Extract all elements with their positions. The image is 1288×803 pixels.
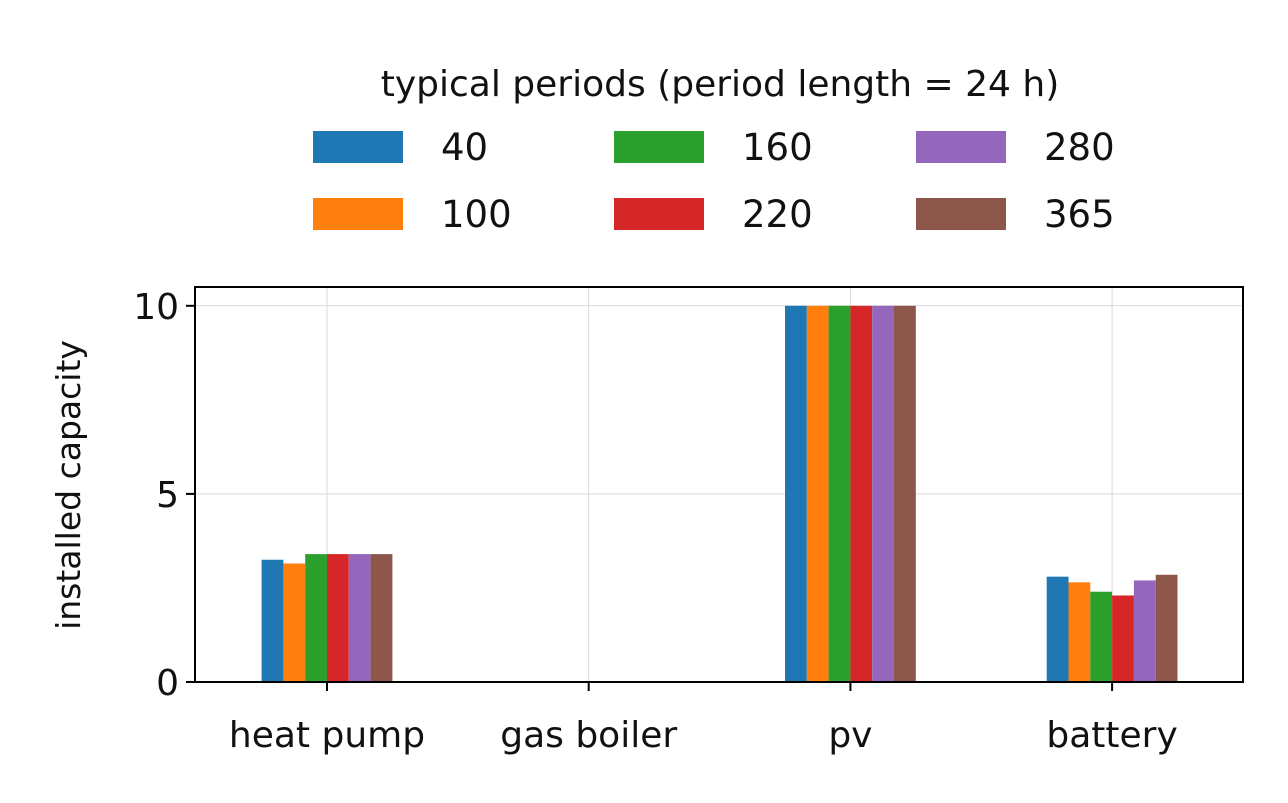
bars [261, 305, 1178, 682]
bar [1133, 580, 1156, 682]
bar [348, 554, 371, 682]
bar [1068, 582, 1091, 682]
bar [872, 305, 894, 682]
legend-title: typical periods (period length = 24 h) [381, 64, 1060, 105]
legend-label: 220 [742, 193, 813, 236]
legend-item: 40 [313, 126, 488, 169]
y-tick-label: 0 [156, 663, 179, 704]
y-tick-label: 10 [133, 287, 179, 328]
bar [370, 554, 393, 682]
legend-label: 100 [441, 193, 512, 236]
y-tick-label: 5 [156, 475, 179, 516]
legend-swatch [916, 131, 1006, 163]
x-tick-label: battery [1046, 715, 1177, 756]
legend-item: 280 [916, 126, 1115, 169]
bar [305, 554, 327, 682]
bar [785, 305, 807, 682]
axes-frame [194, 286, 1244, 683]
legend-label: 40 [441, 126, 488, 169]
bar [1155, 574, 1178, 682]
legend-label: 280 [1044, 126, 1115, 169]
x-tick-label: pv [828, 715, 872, 756]
bar [806, 305, 829, 682]
bar [283, 563, 306, 682]
bar [1112, 595, 1134, 682]
legend-swatch [313, 131, 403, 163]
legend-item: 100 [313, 193, 512, 236]
y-axis-ticks: 0 5 10 [133, 287, 195, 704]
plot-area: 0 5 10 heat pump gas boiler pv battery [133, 286, 1244, 756]
x-tick-label: gas boiler [500, 715, 677, 756]
legend-item: 160 [614, 126, 813, 169]
legend-swatch [614, 198, 704, 230]
legend-item: 220 [614, 193, 813, 236]
bar [261, 559, 284, 682]
bar [327, 554, 349, 682]
legend-swatch [916, 198, 1006, 230]
bar [828, 305, 851, 682]
legend: typical periods (period length = 24 h) 4… [313, 64, 1115, 236]
legend-swatch [614, 131, 704, 163]
bar [1090, 591, 1113, 682]
x-axis-ticks: heat pump gas boiler pv battery [229, 682, 1178, 756]
y-axis-label: installed capacity [49, 340, 88, 630]
legend-swatch [313, 198, 403, 230]
legend-label: 365 [1044, 193, 1115, 236]
bar [1046, 576, 1069, 682]
bar [850, 305, 873, 682]
legend-item: 365 [916, 193, 1115, 236]
legend-label: 160 [742, 126, 813, 169]
bar [894, 305, 916, 682]
x-tick-label: heat pump [229, 715, 425, 756]
